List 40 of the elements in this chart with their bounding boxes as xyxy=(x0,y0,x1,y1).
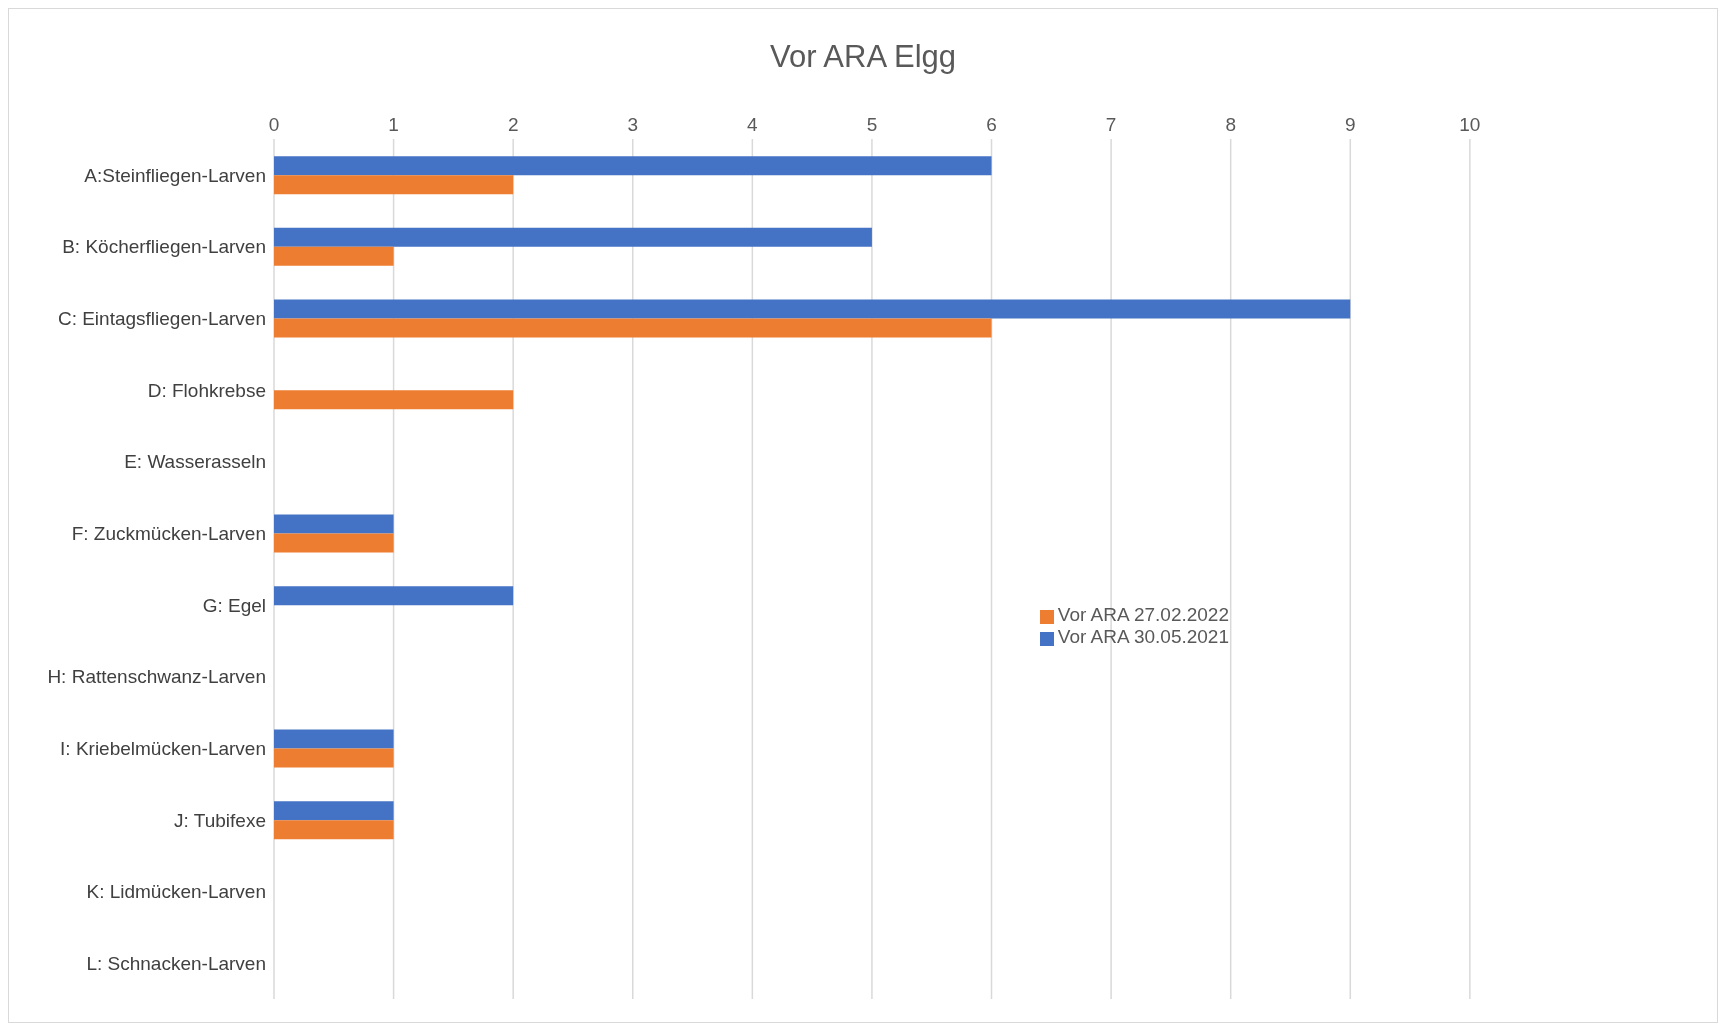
y-tick-label: H: Rattenschwanz-Larven xyxy=(47,666,266,688)
y-tick-label: C: Eintagsfliegen-Larven xyxy=(57,307,266,329)
x-tick-label: 6 xyxy=(986,114,997,135)
legend-label: Vor ARA 30.05.2021 xyxy=(1057,626,1229,647)
x-tick-label: 2 xyxy=(507,114,519,135)
legend-label: Vor ARA 27.02.2022 xyxy=(1057,604,1229,625)
y-tick-label: J: Tubifexe xyxy=(174,809,266,831)
bar xyxy=(274,801,394,821)
y-tick-label: B: Köcherfliegen-Larven xyxy=(62,236,266,258)
x-tick-label: 0 xyxy=(268,114,280,135)
x-tick-label: 9 xyxy=(1344,114,1356,135)
y-tick-label: D: Flohkrebse xyxy=(147,379,266,401)
x-tick-label: 8 xyxy=(1225,114,1236,135)
bar xyxy=(274,175,514,195)
chart-title: Vor ARA Elgg xyxy=(768,38,958,76)
bar xyxy=(274,156,992,176)
bar xyxy=(274,390,514,410)
x-tick-label: 7 xyxy=(1105,114,1117,135)
bar xyxy=(274,748,394,768)
x-tick-label: 3 xyxy=(627,114,639,135)
y-tick-label: F: Zuckmücken-Larven xyxy=(71,522,266,544)
bar xyxy=(274,820,394,840)
x-tick-label: 1 xyxy=(388,114,399,135)
y-tick-label: L: Schnacken-Larven xyxy=(86,952,266,974)
bar xyxy=(274,227,872,247)
bar xyxy=(274,299,1351,319)
bar xyxy=(274,729,394,749)
y-tick-label: E: Wasserasseln xyxy=(124,451,266,473)
y-tick-label: G: Egel xyxy=(202,594,266,616)
bar xyxy=(274,246,394,266)
bar xyxy=(274,318,992,338)
bar xyxy=(274,586,514,606)
y-tick-label: K: Lidmücken-Larven xyxy=(86,881,266,903)
y-tick-label: I: Kriebelmücken-Larven xyxy=(60,737,266,759)
x-tick-label: 4 xyxy=(747,114,759,135)
y-tick-label: A:Steinfliegen-Larven xyxy=(84,164,266,186)
x-tick-label: 5 xyxy=(866,114,878,135)
bar xyxy=(274,514,394,534)
bar xyxy=(274,533,394,553)
x-tick-label: 10 xyxy=(1459,114,1481,135)
